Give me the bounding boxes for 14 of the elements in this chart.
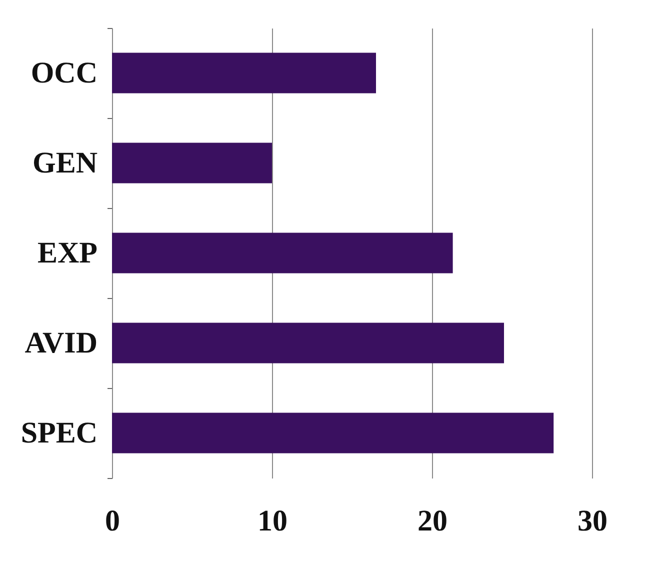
bar bbox=[112, 322, 504, 364]
x-tick-label: 30 bbox=[578, 504, 608, 538]
x-tick-label: 0 bbox=[105, 504, 120, 538]
y-tick-label: OCC bbox=[30, 56, 98, 90]
bar bbox=[112, 232, 453, 274]
y-tick-label: SPEC bbox=[20, 416, 98, 450]
bar bbox=[112, 142, 272, 184]
y-tick-label: AVID bbox=[24, 326, 98, 360]
bar bbox=[112, 52, 376, 94]
y-tick-label: EXP bbox=[38, 236, 98, 270]
x-tick-label: 10 bbox=[258, 504, 288, 538]
y-tick-label: GEN bbox=[32, 146, 98, 180]
x-tick-label: 20 bbox=[418, 504, 448, 538]
bar bbox=[112, 412, 554, 454]
